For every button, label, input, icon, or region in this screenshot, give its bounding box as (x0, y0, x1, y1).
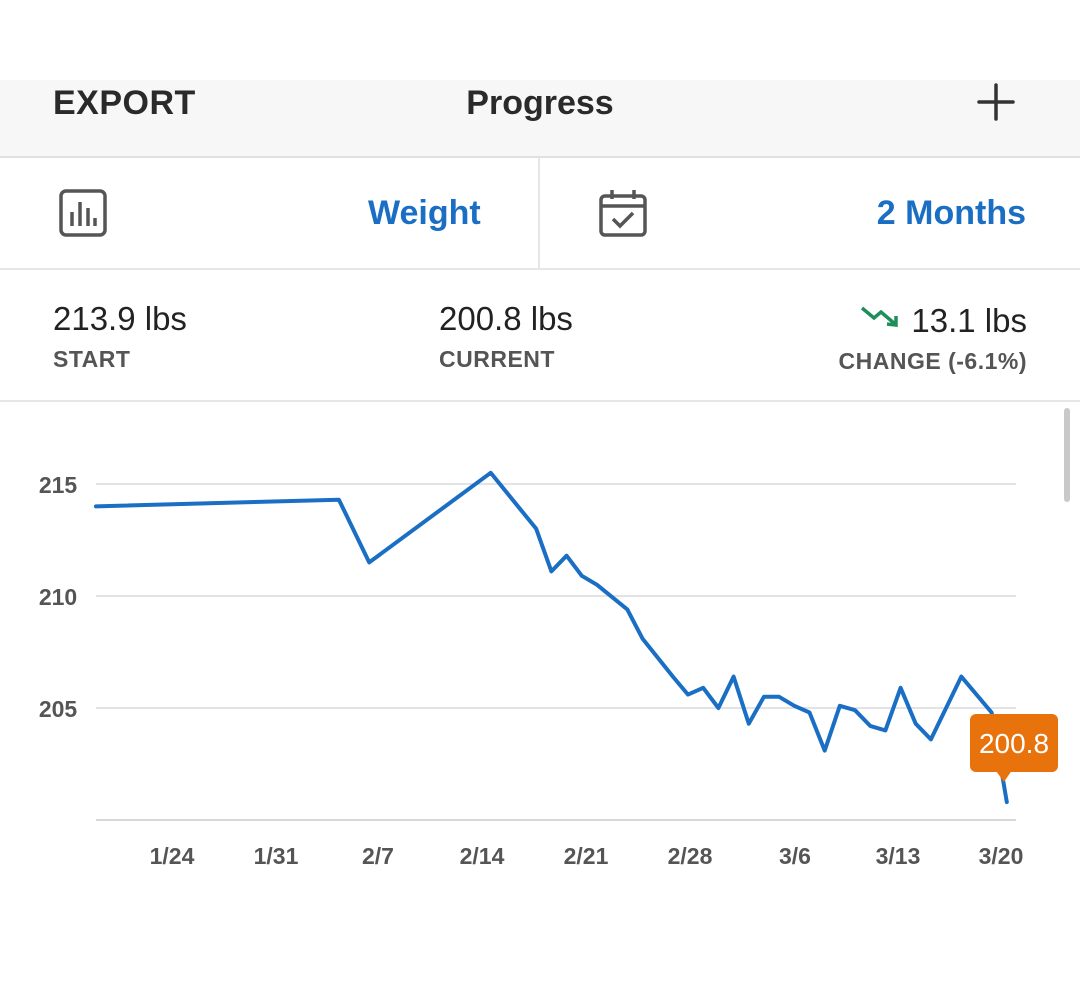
data-point (565, 554, 569, 558)
data-point (686, 693, 690, 697)
current-label: CURRENT (439, 346, 555, 372)
data-point (580, 574, 584, 578)
y-tick-label: 205 (39, 696, 78, 722)
data-point (732, 675, 736, 679)
stats-row: 213.9 lbs START 200.8 lbs CURRENT 13.1 l… (0, 270, 1080, 402)
metric-label: Weight (368, 194, 481, 232)
bar-chart-icon (58, 188, 108, 238)
data-point (914, 722, 918, 726)
data-point (640, 637, 644, 641)
plus-icon[interactable] (976, 82, 1016, 122)
change-stat: 13.1 lbs CHANGE (-6.1%) (839, 300, 1027, 375)
data-point (899, 686, 903, 690)
x-tick-label: 1/24 (150, 843, 195, 869)
calendar-check-icon (598, 188, 648, 238)
x-tick-label: 1/31 (254, 843, 299, 869)
y-tick-label: 215 (39, 472, 78, 498)
export-button[interactable]: EXPORT (53, 84, 196, 122)
data-point (807, 710, 811, 714)
data-point (792, 704, 796, 708)
data-point (671, 675, 675, 679)
range-selector[interactable]: 2 Months (540, 158, 1080, 268)
data-point (595, 583, 599, 587)
chart-svg: 205 210 215 1/24 1/31 2/7 2/14 2/21 2/28 3/6 3/13 3… (39, 470, 1058, 869)
data-point (489, 471, 493, 475)
start-label: START (53, 346, 131, 372)
data-point (777, 695, 781, 699)
data-point (762, 695, 766, 699)
data-point (534, 527, 538, 531)
x-tick-label: 3/20 (979, 843, 1024, 869)
data-point (337, 498, 341, 502)
current-value: 200.8 lbs (439, 300, 573, 337)
data-point (1005, 800, 1009, 804)
data-point (367, 560, 371, 564)
selector-bar: Weight 2 Months (0, 158, 1080, 270)
data-point (716, 706, 720, 710)
data-point (549, 569, 553, 573)
x-tick-label: 2/7 (362, 843, 394, 869)
start-stat: 213.9 lbs START (53, 300, 187, 373)
change-value: 13.1 lbs (911, 302, 1027, 339)
data-point (823, 749, 827, 753)
x-tick-label: 2/14 (460, 843, 505, 869)
data-point (990, 710, 994, 714)
y-tick-label: 210 (39, 584, 77, 610)
weight-chart: 205 210 215 1/24 1/31 2/7 2/14 2/21 2/28 3/6 3/13 3… (0, 402, 1080, 1002)
change-label: CHANGE (-6.1%) (838, 348, 1027, 374)
data-point (959, 675, 963, 679)
data-point (853, 708, 857, 712)
callout-pointer (996, 772, 1011, 782)
data-point (747, 722, 751, 726)
x-tick-label: 2/28 (668, 843, 713, 869)
x-tick-label: 3/13 (876, 843, 921, 869)
trend-down-icon (859, 300, 901, 328)
metric-selector[interactable]: Weight (0, 158, 538, 268)
scrollbar[interactable] (1064, 408, 1070, 502)
x-tick-label: 2/21 (564, 843, 609, 869)
data-point (838, 704, 842, 708)
x-tick-label: 3/6 (779, 843, 811, 869)
data-point (94, 504, 98, 508)
page-title: Progress (466, 84, 614, 122)
data-point (625, 607, 629, 611)
selector-divider (538, 158, 540, 268)
series-line (94, 470, 1009, 805)
data-point (929, 737, 933, 741)
data-point (701, 686, 705, 690)
start-value: 213.9 lbs (53, 300, 187, 337)
data-point (868, 724, 872, 728)
current-stat: 200.8 lbs CURRENT (439, 300, 573, 373)
callout-label: 200.8 (979, 728, 1049, 759)
top-bar: EXPORT Progress (0, 80, 1080, 158)
range-label: 2 Months (876, 194, 1026, 232)
data-point (883, 728, 887, 732)
value-callout (970, 714, 1058, 772)
